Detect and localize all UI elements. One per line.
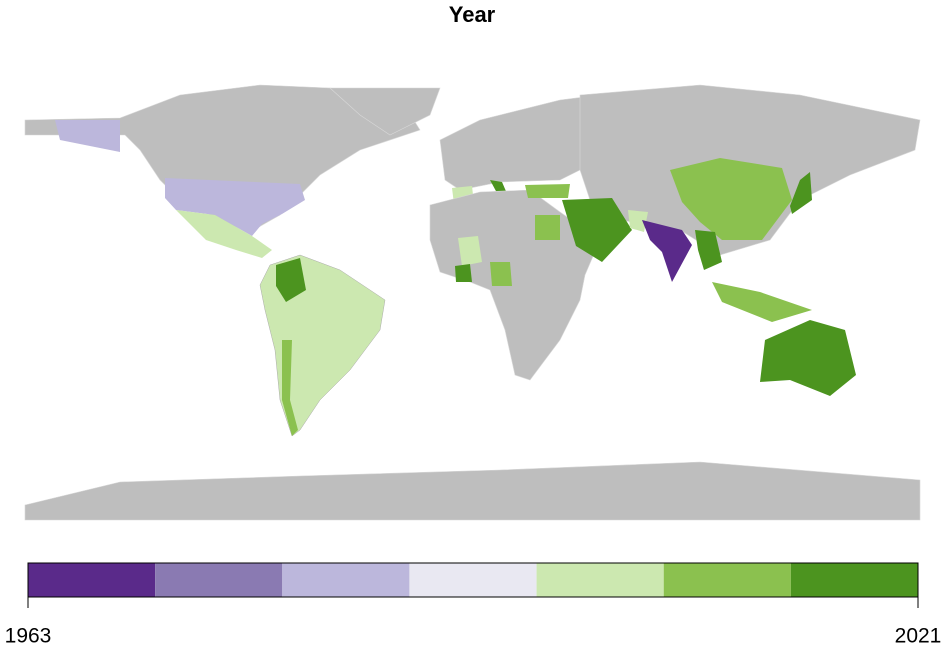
south-america [259, 254, 386, 437]
colombia [276, 258, 306, 302]
legend-min-label: 1963 [5, 625, 52, 648]
indonesia [712, 282, 812, 322]
antarctica [24, 461, 921, 521]
greenland [329, 87, 441, 136]
egypt [535, 215, 560, 240]
japan [790, 172, 812, 214]
map-title: Year [449, 2, 496, 27]
legend-frame [27, 562, 919, 598]
middle-east [562, 198, 632, 262]
ivory-coast [455, 264, 472, 282]
nigeria [490, 262, 512, 286]
legend-bin [790, 563, 918, 597]
legend-bin [536, 563, 664, 597]
turkey [525, 184, 570, 198]
europe [439, 94, 601, 191]
china [670, 158, 792, 240]
west-africa [458, 236, 482, 266]
india [642, 220, 692, 282]
mexico [176, 210, 272, 258]
world-map [24, 84, 921, 521]
legend-bin [28, 563, 156, 597]
legend-bin [663, 563, 791, 597]
usa [165, 178, 305, 236]
alaska [55, 120, 120, 152]
australia [760, 320, 856, 396]
color-legend: 1963 2021 [5, 562, 942, 648]
legend-bin [155, 563, 283, 597]
pakistan [628, 210, 648, 232]
legend-bin [282, 563, 410, 597]
chile [282, 340, 298, 436]
legend-bin [409, 563, 537, 597]
southeast-asia [695, 230, 722, 270]
legend-max-label: 2021 [895, 625, 942, 648]
